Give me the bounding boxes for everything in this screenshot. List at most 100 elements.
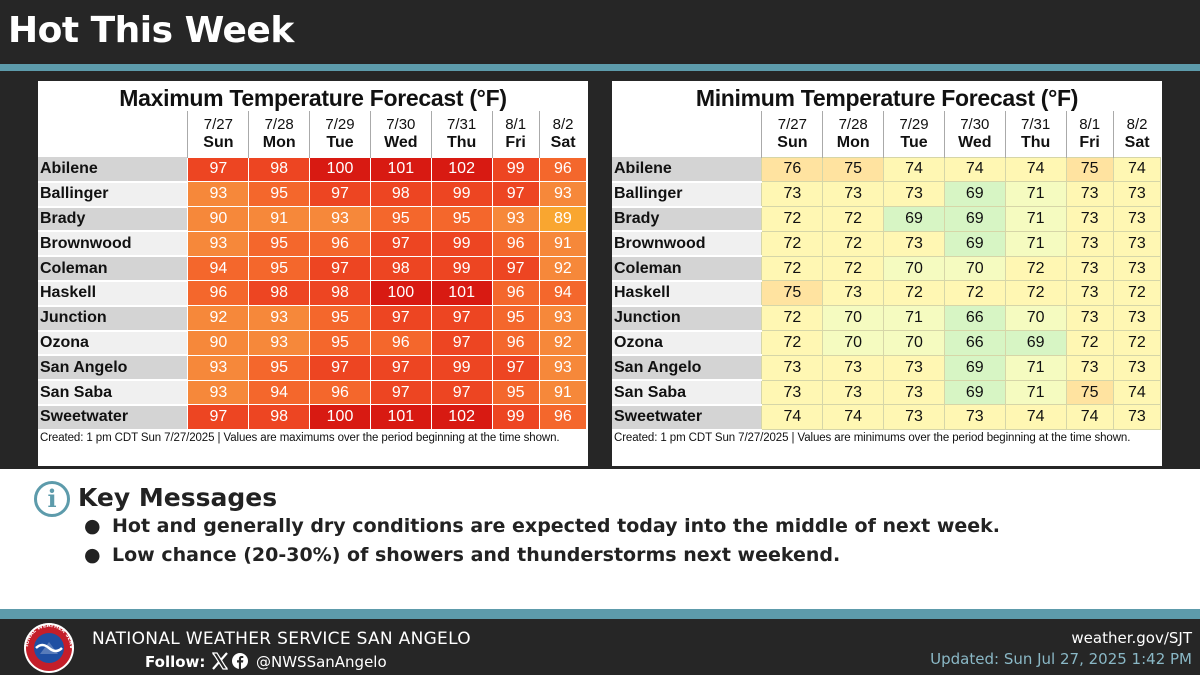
min-temp-cell: 72	[761, 206, 824, 232]
min-temp-cell: 73	[1065, 181, 1114, 208]
column-date: 8/2	[1126, 115, 1148, 133]
city-name: San Saba	[38, 380, 188, 406]
min-temp-cell: 69	[943, 206, 1006, 232]
min-temp-cell: 69	[943, 181, 1006, 208]
min-temp-panel: Minimum Temperature Forecast (°F) 7/27 Su…	[612, 81, 1162, 466]
x-social-icon[interactable]	[212, 652, 228, 670]
min-temp-cell: 71	[1004, 206, 1067, 232]
max-table-footnote: Created: 1 pm CDT Sun 7/27/2025 | Values…	[40, 432, 560, 444]
column-date: 7/28	[264, 115, 294, 133]
max-temp-cell: 97	[430, 305, 493, 332]
min-temp-cell: 73	[1065, 255, 1114, 282]
min-temp-cell: 72	[1004, 280, 1067, 307]
min-temp-cell: 73	[1065, 206, 1114, 232]
max-temp-cell: 91	[538, 230, 588, 257]
min-temp-cell: 73	[1112, 181, 1162, 208]
min-temp-cell: 72	[761, 305, 824, 332]
max-column-header: 7/27 Sun	[187, 111, 249, 157]
column-date: 7/30	[960, 115, 990, 133]
max-temp-cell: 99	[430, 181, 493, 208]
city-name: Abilene	[38, 157, 188, 183]
max-column-header: 7/29 Tue	[309, 111, 371, 157]
min-temp-cell: 73	[1065, 354, 1114, 381]
city-name: Brady	[38, 206, 188, 233]
max-temp-cell: 93	[187, 379, 250, 406]
max-temp-cell: 96	[187, 280, 250, 307]
city-name: Coleman	[612, 256, 762, 282]
table-row: Brownwood 93 95 96 97 99 96 91	[38, 230, 588, 258]
min-temp-cell: 69	[943, 230, 1006, 257]
max-table-header: 7/27 Sun 7/28 Mon 7/29 Tue 7/30 Wed 7/31 Thu 8/1 Fr…	[38, 111, 587, 157]
min-temp-cell: 73	[883, 404, 945, 431]
min-temp-cell: 69	[1004, 330, 1067, 356]
min-temp-cell: 72	[1065, 330, 1114, 356]
max-temp-cell: 93	[248, 305, 311, 332]
max-temp-cell: 102	[430, 404, 493, 431]
table-row: Ozona 90 93 95 96 97 96 92	[38, 330, 588, 357]
max-column-header: 7/30 Wed	[369, 111, 432, 157]
max-temp-cell: 92	[187, 305, 250, 332]
max-temp-cell: 95	[491, 305, 540, 332]
max-temp-cell: 98	[369, 255, 432, 282]
max-temp-cell: 101	[369, 404, 432, 431]
organization-name: NATIONAL WEATHER SERVICE SAN ANGELO	[92, 629, 471, 649]
table-row: Sweetwater 74 74 73 73 74 74 73	[612, 404, 1162, 431]
max-temp-cell: 95	[430, 206, 493, 232]
city-name: Ballinger	[612, 181, 762, 208]
min-temp-cell: 73	[1112, 305, 1162, 332]
table-row: Haskell 75 73 72 72 72 73 72	[612, 280, 1162, 307]
min-temp-cell: 73	[1112, 230, 1162, 257]
max-temp-cell: 95	[248, 181, 311, 208]
max-temp-cell: 97	[491, 181, 540, 208]
max-temp-cell: 96	[491, 230, 540, 257]
social-handle-link[interactable]: @NWSSanAngelo	[256, 653, 387, 671]
min-temp-cell: 70	[943, 255, 1006, 282]
table-row: San Saba 73 73 73 69 71 75 74	[612, 379, 1162, 406]
max-temp-cell: 93	[248, 330, 311, 356]
min-temp-cell: 73	[761, 181, 824, 208]
max-temp-cell: 97	[309, 181, 371, 208]
min-column-header: 8/1 Fri	[1065, 111, 1114, 157]
max-temp-cell: 98	[309, 280, 371, 307]
column-date: 7/27	[777, 115, 807, 133]
max-temp-cell: 97	[430, 379, 493, 406]
min-temp-cell: 74	[1065, 404, 1114, 431]
city-name: Junction	[612, 305, 762, 332]
city-name: Coleman	[38, 256, 188, 282]
max-temp-cell: 96	[491, 330, 540, 356]
max-temp-cell: 95	[248, 255, 311, 282]
max-temp-cell: 97	[309, 354, 371, 381]
max-temp-cell: 97	[187, 404, 250, 431]
city-name: San Angelo	[38, 355, 188, 382]
max-temp-cell: 99	[491, 156, 540, 183]
min-temp-cell: 73	[883, 181, 945, 208]
max-temp-panel: Maximum Temperature Forecast (°F) 7/27 Su…	[38, 81, 588, 466]
min-temp-cell: 72	[761, 230, 824, 257]
table-row: Ballinger 73 73 73 69 71 73 73	[612, 181, 1162, 208]
min-temp-cell: 72	[883, 280, 945, 307]
column-day: Mon	[262, 133, 296, 151]
column-day: Sat	[1124, 133, 1150, 151]
max-temp-cell: 92	[538, 330, 588, 356]
follow-label: Follow:	[145, 653, 206, 671]
max-temp-cell: 101	[369, 156, 432, 183]
column-date: 7/31	[447, 115, 477, 133]
city-name: Haskell	[612, 280, 762, 307]
key-message-text: Hot and generally dry conditions are exp…	[112, 515, 1000, 537]
city-name: Brady	[612, 206, 762, 233]
max-temp-table: 7/27 Sun 7/28 Mon 7/29 Tue 7/30 Wed 7/31 Thu 8/1 Fr…	[38, 111, 588, 431]
min-temp-cell: 73	[1112, 354, 1162, 381]
min-temp-cell: 73	[761, 379, 824, 406]
updated-timestamp: Updated: Sun Jul 27, 2025 1:42 PM	[930, 650, 1192, 668]
city-name: Ballinger	[38, 181, 188, 208]
min-temp-cell: 74	[1112, 379, 1162, 406]
bullet-icon: ●	[84, 515, 101, 537]
min-column-header: 8/2 Sat	[1112, 111, 1161, 157]
facebook-icon[interactable]	[232, 653, 248, 669]
max-temp-cell: 93	[538, 305, 588, 332]
column-date: 8/1	[505, 115, 527, 133]
max-temp-cell: 95	[309, 305, 371, 332]
max-temp-cell: 97	[369, 305, 432, 332]
max-temp-cell: 93	[187, 230, 250, 257]
website-link[interactable]: weather.gov/SJT	[1071, 629, 1192, 647]
